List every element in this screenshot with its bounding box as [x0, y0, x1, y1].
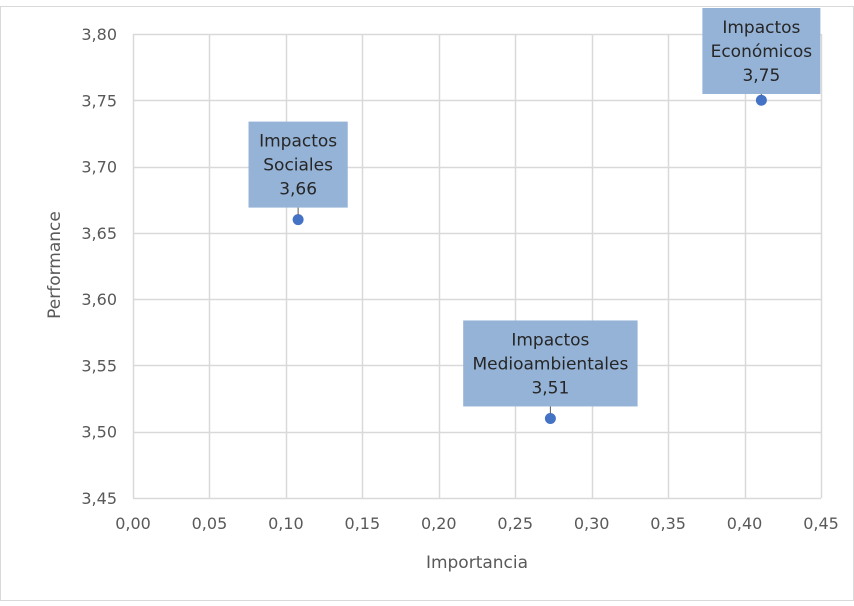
- data-label-box: [248, 121, 348, 208]
- scatter-point: [755, 94, 767, 106]
- chart-frame: [0, 6, 854, 601]
- data-label-callout: Impactos Económicos 3,75: [702, 8, 821, 96]
- data-label-name: Económicos: [711, 42, 813, 62]
- x-tick-label: 0,20: [421, 514, 457, 533]
- x-tick-label: 0,25: [497, 514, 533, 533]
- data-label-name: Impactos: [722, 18, 800, 38]
- y-tick-label: 3,50: [81, 423, 117, 442]
- x-tick-label: 0,45: [803, 514, 839, 533]
- data-label-value: 3,66: [279, 180, 317, 200]
- y-tick-label: 3,70: [81, 158, 117, 177]
- x-tick-label: 0,15: [345, 514, 381, 533]
- data-label-callout: Impactos Medioambientales 3,51: [463, 320, 638, 414]
- tick-layer: 0,00 0,05 0,10 0,15 0,20 0,25 0,30 0,35 0,40 0,45…: [81, 25, 838, 533]
- scatter-point: [292, 214, 304, 226]
- data-label-value: 3,75: [742, 66, 780, 86]
- data-label-value: 3,51: [531, 378, 569, 398]
- y-tick-label: 3,55: [81, 356, 117, 375]
- y-tick-label: 3,60: [81, 290, 117, 309]
- label-layer: Impactos Sociales 3,66 Impactos Medioambient…: [248, 8, 821, 414]
- x-tick-label: 0,35: [650, 514, 686, 533]
- x-tick-label: 0,10: [268, 514, 304, 533]
- x-tick-label: 0,30: [574, 514, 610, 533]
- data-label-box: [702, 8, 821, 94]
- x-axis-title: Importancia: [426, 553, 528, 573]
- y-tick-label: 3,80: [81, 25, 117, 44]
- data-label-callout: Impactos Sociales 3,66: [248, 121, 348, 215]
- data-label-box: [463, 320, 638, 407]
- data-label-name: Sociales: [263, 156, 333, 176]
- y-tick-label: 3,45: [81, 489, 117, 508]
- x-tick-label: 0,40: [727, 514, 763, 533]
- data-label-name: Medioambientales: [472, 354, 628, 374]
- y-tick-label: 3,65: [81, 224, 117, 243]
- data-label-name: Impactos: [511, 330, 589, 350]
- point-layer: [292, 94, 767, 424]
- y-tick-label: 3,75: [81, 91, 117, 110]
- scatter-point: [544, 412, 556, 424]
- y-axis-title: Performance: [45, 211, 65, 319]
- x-tick-label: 0,00: [115, 514, 151, 533]
- data-label-name: Impactos: [259, 132, 337, 152]
- x-tick-label: 0,05: [192, 514, 228, 533]
